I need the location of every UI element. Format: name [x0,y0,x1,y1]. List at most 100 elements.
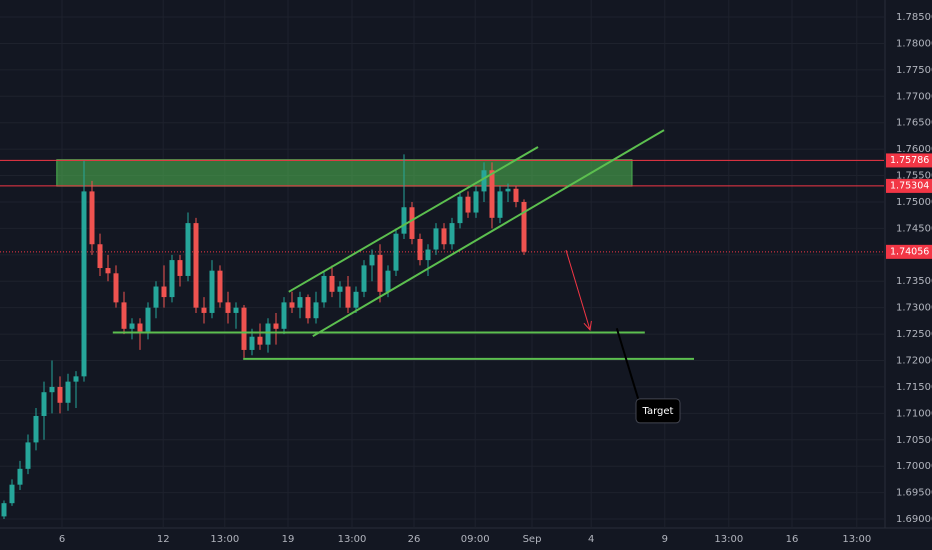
candle-body [241,307,247,350]
y-tick-label: 1.78000 [896,38,932,49]
candle-body [25,442,31,469]
candle-body [449,223,455,245]
y-tick-label: 1.78500 [896,12,932,23]
y-tick-label: 1.72500 [896,329,932,340]
callout-box [635,398,681,424]
y-tick-label: 1.69500 [896,488,932,499]
callout-text: Target [642,406,674,417]
y-tick-label: 1.76000 [896,144,932,155]
candle-body [57,386,63,403]
candle-body [481,170,487,192]
x-tick-label: 12 [157,534,170,545]
plot: Target [0,129,884,520]
candle-body [361,265,367,292]
candle-body [129,323,135,329]
candle-body [73,376,79,382]
candle-body [113,273,119,303]
y-tick-label: 1.69000 [896,514,932,525]
candle-body [137,323,143,332]
y-tick-label: 1.72000 [896,356,932,367]
candle-body [33,415,39,443]
x-tick-label: Sep [523,534,542,545]
x-tick-label: 16 [786,534,799,545]
candle-body [409,207,415,239]
candle-body [17,468,23,485]
y-tick-label: 1.76500 [896,118,932,129]
price-tag-label: 1.75786 [890,155,929,166]
candle-body [209,270,215,313]
candle-body [89,191,95,245]
candle-body [161,286,167,298]
candle-body [513,188,519,202]
resistance-zone [56,159,633,187]
x-tick-label: 9 [662,534,668,545]
y-tick-label: 1.71000 [896,408,932,419]
candle-body [193,223,199,308]
candle-body [321,275,327,303]
candle-body [489,170,495,218]
candle-body [329,275,335,292]
x-tick-label: 4 [588,534,594,545]
x-tick-label: 13:00 [714,534,743,545]
candle-body [401,207,407,234]
y-tick-label: 1.74500 [896,223,932,234]
candle-body [433,228,439,250]
price-tag [886,153,932,168]
candle-body [9,484,15,504]
candle-body [177,260,183,276]
x-tick-label: 6 [59,534,65,545]
arrow-line [565,249,591,330]
y-tick-label: 1.73000 [896,303,932,314]
x-tick-label: 09:00 [461,534,490,545]
candle-body [521,201,527,252]
price-tag [886,244,932,259]
candle-body [41,392,47,416]
candle-body [473,191,479,213]
trend-line [288,146,539,293]
candle-body [105,268,111,274]
candle-body [457,196,463,224]
candle-body [225,302,231,313]
candle-body [465,196,471,213]
candle-body [169,260,175,298]
candle-body [145,307,151,332]
y-tick-label: 1.77500 [896,65,932,76]
candle-body [297,297,303,308]
candle-body [497,191,503,218]
y-tick-label: 1.75000 [896,197,932,208]
candle-body [441,228,447,245]
y-tick-label: 1.71500 [896,382,932,393]
candle-body [201,307,207,313]
candle-body [393,233,399,271]
y-tick-label: 1.75500 [896,171,932,182]
candle-body [233,307,239,313]
candle-body [281,302,287,329]
arrow-head [583,320,592,331]
candle-body [313,302,319,319]
x-tick-label: 13:00 [210,534,239,545]
candle-body [65,381,71,403]
candle-body [425,249,431,261]
candle-body [1,503,7,517]
candle-body [153,286,159,308]
candle-body [305,297,311,319]
candle-body [377,254,383,292]
candle-body [337,286,343,292]
candle-body [289,302,295,308]
y-tick-label: 1.77000 [896,91,932,102]
candle-body [257,336,263,345]
x-tick-label: 26 [408,534,421,545]
price-tag [886,178,932,193]
y-tick-label: 1.73500 [896,276,932,287]
candle-body [97,244,103,269]
candle-body [249,336,255,350]
y-tick-label: 1.70000 [896,461,932,472]
x-tick-label: 13:00 [338,534,367,545]
candle-body [345,286,351,308]
x-tick-label: 13:00 [842,534,871,545]
trend-line [312,129,665,338]
price-tag-label: 1.75304 [890,180,929,191]
candle-body [265,323,271,345]
